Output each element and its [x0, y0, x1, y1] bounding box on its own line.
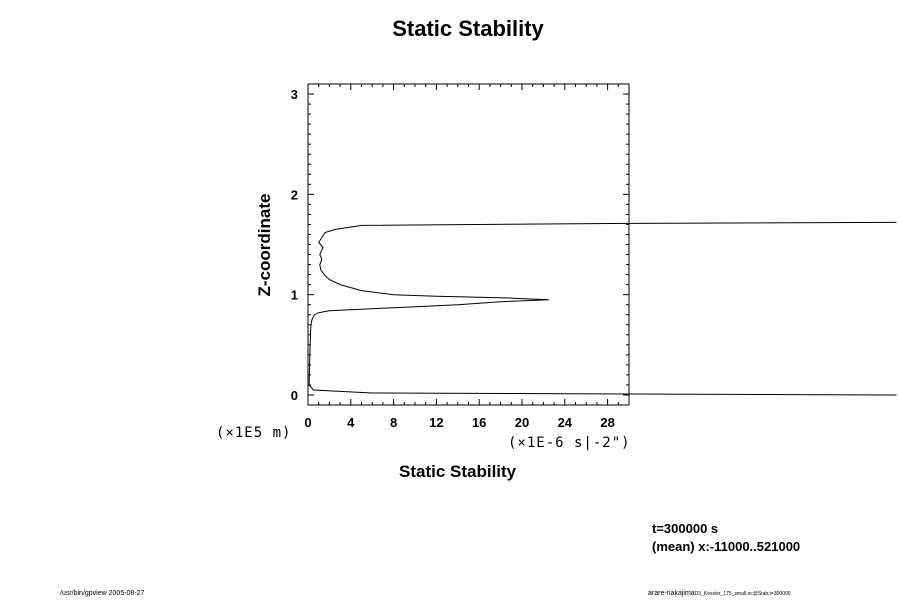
x-tick-label: 0 [304, 415, 311, 430]
x-tick-label: 24 [558, 415, 573, 430]
time-label: t=300000 s [652, 521, 719, 536]
x-axis-label: Static Stability [399, 462, 517, 481]
footer-left-note: /usr/bin/gpview 2005-08-27 [60, 590, 145, 597]
x-tick-label: 20 [515, 415, 529, 430]
x-tick-label: 4 [347, 415, 355, 430]
y-tick-label: 3 [291, 87, 298, 102]
x-tick-label: 8 [390, 415, 397, 430]
chart-title: Static Stability [392, 16, 544, 41]
y-axis-label: Z-coordinate [255, 194, 274, 297]
y-tick-label: 1 [291, 288, 298, 303]
y-unit-label: (×1E5 m) [216, 425, 292, 441]
x-unit-label: (×1E-6 s|-2") [508, 435, 631, 451]
footer-right-note: arare-nakajimaD3_Kessler_175_small.nc@St… [648, 590, 791, 597]
series-line [308, 221, 897, 396]
x-tick-label: 12 [429, 415, 443, 430]
mean-label: (mean) x:-11000..521000 [652, 539, 801, 554]
x-tick-label: 16 [472, 415, 486, 430]
plot-frame [307, 83, 630, 406]
x-tick-label: 28 [600, 415, 614, 430]
footer-right-note-main: arare-nakajima [648, 590, 695, 597]
y-tick-label: 2 [291, 187, 298, 202]
footer-right-note-small: D3_Kessler_175_small.nc@Stab,t=300000 [694, 591, 791, 597]
y-tick-label: 0 [291, 388, 298, 403]
